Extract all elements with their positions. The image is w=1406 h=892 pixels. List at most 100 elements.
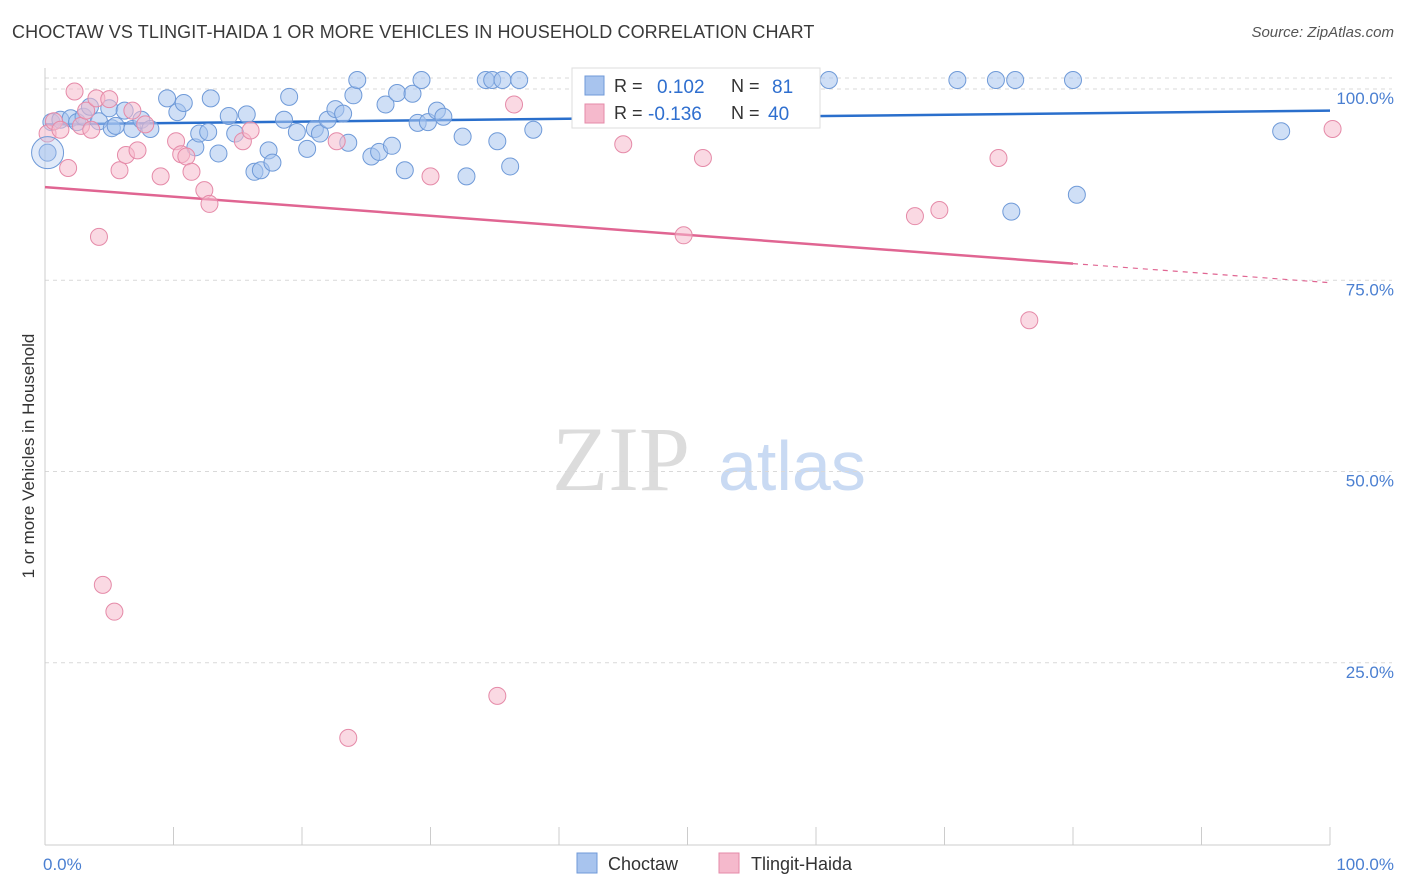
choctaw-point-78 xyxy=(1002,202,1021,221)
choctaw-r-label: R = xyxy=(614,76,643,96)
choctaw-point-48 xyxy=(403,84,422,103)
choctaw-point-80 xyxy=(1272,122,1291,141)
choctaw-point-40 xyxy=(344,86,363,105)
tlingit-swatch xyxy=(584,103,605,124)
tlingit-point-32 xyxy=(614,135,633,154)
tlingit-point-18 xyxy=(151,167,170,186)
choctaw-point-31 xyxy=(280,87,299,106)
choctaw-point-54 xyxy=(453,127,472,146)
choctaw-point-44 xyxy=(376,95,395,114)
choctaw-point-33 xyxy=(298,139,317,158)
tlingit-point-24 xyxy=(200,194,219,213)
choctaw-point-73 xyxy=(819,71,838,89)
choctaw-point-79 xyxy=(1067,185,1086,204)
choctaw-point-55 xyxy=(457,167,476,186)
choctaw-point-17 xyxy=(174,93,193,112)
choctaw-point-0 xyxy=(38,143,57,162)
choctaw-point-25 xyxy=(237,105,256,124)
x-tick-label-0: 0.0% xyxy=(43,855,82,874)
source-credit: Source: ZipAtlas.com xyxy=(1251,24,1394,41)
tlingit-point-6 xyxy=(77,101,96,120)
choctaw-point-76 xyxy=(1006,71,1025,89)
tlingit-point-28 xyxy=(339,728,358,747)
tlingit-point-16 xyxy=(128,141,147,160)
tlingit-point-17 xyxy=(136,115,155,134)
tlingit-point-27 xyxy=(327,132,346,151)
choctaw-point-15 xyxy=(158,89,177,108)
choctaw-point-50 xyxy=(412,71,431,89)
choctaw-n-value: 81 xyxy=(772,77,793,98)
choctaw-point-47 xyxy=(395,161,414,180)
y-axis-label: 1 or more Vehicles in Household xyxy=(19,334,38,579)
tlingit-trend-extension xyxy=(1072,263,1331,284)
tlingit-point-37 xyxy=(989,149,1008,168)
tlingit-point-7 xyxy=(82,120,101,139)
tlingit-point-9 xyxy=(89,227,108,246)
choctaw-point-21 xyxy=(201,89,220,108)
legend-tlingit-swatch xyxy=(718,852,740,874)
legend-choctaw-label: Choctaw xyxy=(608,854,679,874)
tlingit-point-38 xyxy=(1020,311,1039,330)
grid-lines xyxy=(45,77,1392,664)
choctaw-point-61 xyxy=(510,71,529,89)
tlingit-point-36 xyxy=(930,201,949,220)
tlingit-point-15 xyxy=(123,101,142,120)
choctaw-point-53 xyxy=(434,107,453,126)
axes xyxy=(44,68,1331,846)
tlingit-point-10 xyxy=(93,575,112,594)
choctaw-swatch xyxy=(584,75,605,96)
tlingit-n-label: N = xyxy=(731,103,760,123)
choctaw-point-77 xyxy=(1064,71,1082,89)
y-tick-label-2: 75.0% xyxy=(1346,280,1394,299)
choctaw-point-32 xyxy=(287,123,306,142)
choctaw-point-29 xyxy=(263,153,282,172)
choctaw-point-60 xyxy=(501,157,520,176)
tlingit-point-4 xyxy=(65,82,84,101)
tlingit-point-29 xyxy=(421,167,440,186)
x-tick-label-1: 100.0% xyxy=(1336,855,1394,874)
choctaw-point-45 xyxy=(382,136,401,155)
tlingit-r-value: -0.136 xyxy=(648,104,702,125)
choctaw-point-20 xyxy=(199,123,218,142)
tlingit-point-30 xyxy=(488,686,507,705)
tlingit-point-39 xyxy=(1323,119,1342,138)
tlingit-point-2 xyxy=(51,120,70,139)
tlingit-point-33 xyxy=(674,226,693,245)
choctaw-point-35 xyxy=(310,124,329,143)
choctaw-point-10 xyxy=(106,116,125,135)
chart-title: CHOCTAW VS TLINGIT-HAIDA 1 OR MORE VEHIC… xyxy=(12,22,815,42)
watermark-atlas: atlas xyxy=(718,427,866,505)
tlingit-point-35 xyxy=(905,207,924,226)
choctaw-point-38 xyxy=(334,104,353,123)
choctaw-point-74 xyxy=(948,71,967,89)
tlingit-r-label: R = xyxy=(614,103,643,123)
choctaw-point-75 xyxy=(986,71,1005,89)
y-tick-label-3: 100.0% xyxy=(1336,89,1394,108)
choctaw-point-59 xyxy=(493,71,512,89)
choctaw-r-value: 0.102 xyxy=(657,77,705,98)
watermark-zip: ZIP xyxy=(552,408,690,510)
tick-labels: 25.0% 50.0% 75.0% 100.0% 0.0% 100.0% xyxy=(43,89,1394,874)
tlingit-point-21 xyxy=(177,147,196,166)
stats-box: R = 0.102 N = 81 R = -0.136 N = 40 xyxy=(571,67,821,129)
tlingit-point-11 xyxy=(100,90,119,109)
choctaw-point-41 xyxy=(348,71,367,89)
tlingit-point-26 xyxy=(241,121,260,140)
tlingit-trend-line xyxy=(44,185,1074,265)
choctaw-point-62 xyxy=(524,120,543,139)
tlingit-n-value: 40 xyxy=(768,104,789,125)
tlingit-point-13 xyxy=(110,161,129,180)
tlingit-point-22 xyxy=(182,162,201,181)
tlingit-point-31 xyxy=(505,95,524,114)
tlingit-point-12 xyxy=(105,602,124,621)
legend-tlingit-label: Tlingit-Haida xyxy=(751,854,853,874)
y-tick-label-1: 50.0% xyxy=(1346,472,1394,491)
choctaw-n-label: N = xyxy=(731,76,760,96)
tlingit-point-3 xyxy=(59,158,78,177)
choctaw-point-46 xyxy=(388,84,407,103)
choctaw-point-58 xyxy=(488,132,507,151)
choctaw-point-30 xyxy=(275,110,294,129)
legend: Choctaw Tlingit-Haida xyxy=(576,852,853,874)
choctaw-point-23 xyxy=(219,106,238,125)
choctaw-point-large xyxy=(31,136,65,170)
